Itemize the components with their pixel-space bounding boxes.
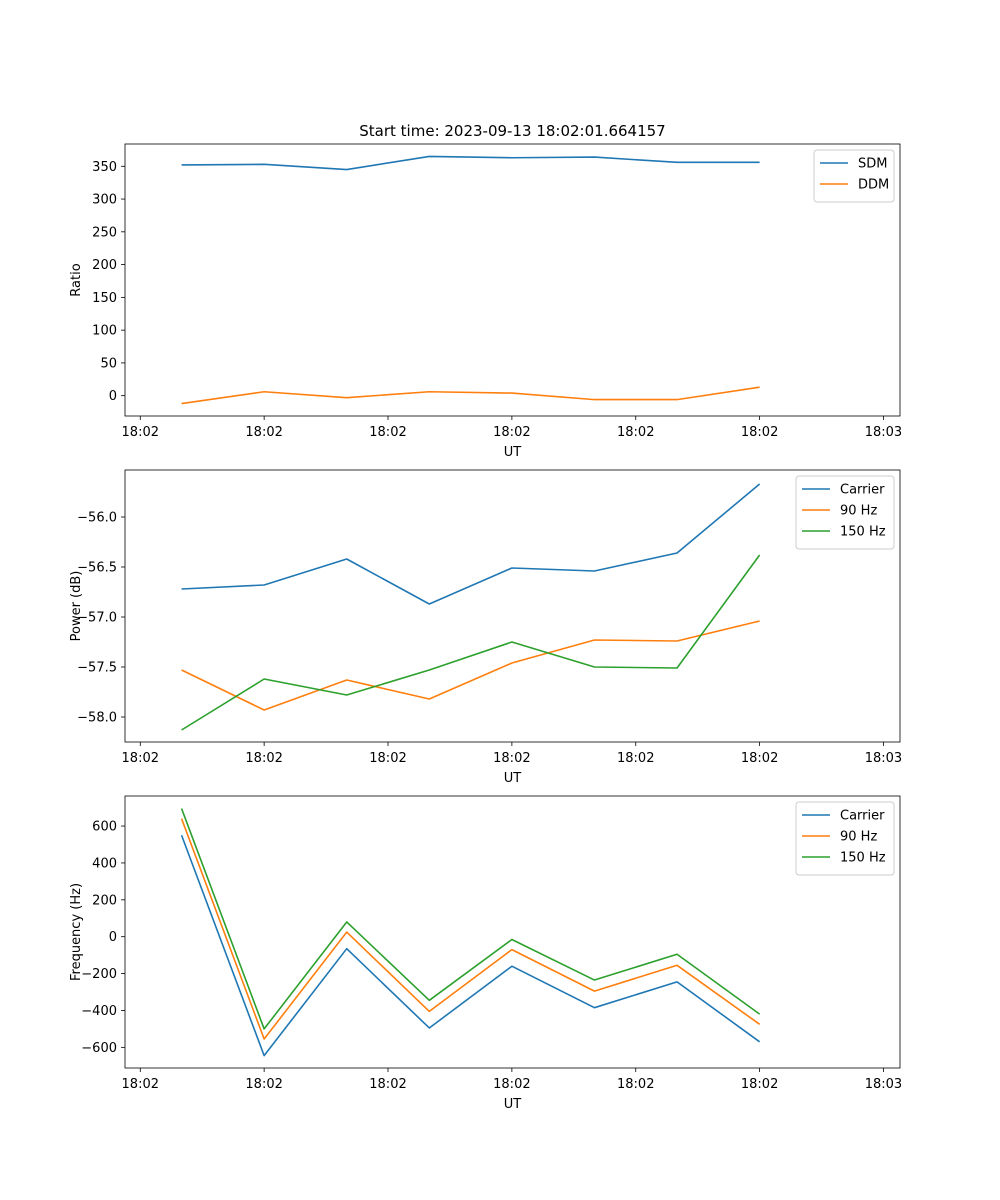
y-tick-label: 200	[92, 893, 117, 908]
series-line-90-hz	[181, 620, 760, 711]
series-line-90-hz	[180, 818, 761, 1040]
y-axis-label: Frequency (Hz)	[69, 883, 84, 981]
legend-label: 90 Hz	[840, 504, 877, 519]
y-tick-label: 300	[92, 193, 117, 208]
legend-label: SDM	[858, 157, 887, 172]
legend-label: 150 Hz	[840, 851, 886, 866]
axes-frame	[124, 143, 901, 417]
x-tick-label: 18:02	[369, 751, 406, 766]
x-tick-label: 18:02	[245, 751, 282, 766]
axes-frame	[124, 795, 901, 1069]
legend-label: Carrier	[840, 483, 885, 498]
y-tick-label: −56.0	[77, 511, 117, 526]
subplots: 0 50 100 150 200 250 300 350 18:02 18:02 18:02 18:0…	[69, 143, 902, 1112]
y-tick-label: −400	[81, 1004, 117, 1019]
x-tick-label: 18:03	[865, 425, 902, 440]
y-tick-label: 150	[92, 291, 117, 306]
legend: SDM DDM	[813, 149, 895, 203]
x-tick-label: 18:02	[741, 425, 778, 440]
y-tick-label: 200	[92, 258, 117, 273]
series-line-sdm	[181, 155, 760, 171]
x-tick-label: 18:02	[122, 751, 159, 766]
x-tick-label: 18:02	[493, 1077, 530, 1092]
x-tick-label: 18:02	[245, 425, 282, 440]
x-tick-label: 18:02	[617, 425, 654, 440]
figure-title: Start time: 2023-09-13 18:02:01.664157	[359, 122, 665, 140]
x-axis-label: UT	[504, 1097, 522, 1112]
series-line-150-hz	[181, 554, 761, 731]
y-tick-label: 350	[92, 160, 117, 175]
axes-frame	[124, 469, 901, 743]
x-tick-label: 18:02	[493, 751, 530, 766]
series-group	[181, 483, 761, 731]
legend-label: 150 Hz	[840, 525, 886, 540]
x-tick-label: 18:02	[493, 425, 530, 440]
legend-label: 90 Hz	[840, 830, 877, 845]
legend-label: Carrier	[840, 809, 885, 824]
series-group	[180, 808, 761, 1057]
y-tick-label: 600	[92, 820, 117, 835]
y-tick-label: 100	[92, 324, 117, 339]
series-line-carrier	[180, 834, 761, 1057]
x-axis-label: UT	[504, 771, 522, 786]
y-tick-label: 0	[109, 930, 117, 945]
legend: Carrier 90 Hz 150 Hz	[795, 801, 895, 876]
y-axis-label: Power (dB)	[69, 571, 84, 642]
y-tick-label: −56.5	[77, 561, 117, 576]
y-tick-label: −57.0	[77, 611, 117, 626]
y-tick-label: 50	[100, 356, 117, 371]
legend: Carrier 90 Hz 150 Hz	[795, 475, 895, 550]
series-group	[181, 155, 760, 405]
x-tick-label: 18:02	[122, 1077, 159, 1092]
y-tick-label: 250	[92, 225, 117, 240]
x-tick-label: 18:02	[245, 1077, 282, 1092]
y-tick-label: −57.5	[77, 661, 117, 676]
x-tick-label: 18:02	[122, 425, 159, 440]
x-tick-label: 18:03	[865, 751, 902, 766]
series-line-carrier	[181, 483, 761, 605]
x-tick-label: 18:02	[617, 751, 654, 766]
y-tick-label: −200	[81, 967, 117, 982]
y-tick-label: −600	[81, 1041, 117, 1056]
x-tick-label: 18:02	[617, 1077, 654, 1092]
x-tick-label: 18:03	[865, 1077, 902, 1092]
series-line-ddm	[181, 386, 760, 405]
x-tick-label: 18:02	[369, 425, 406, 440]
legend-label: DDM	[858, 178, 889, 193]
subplot-2: −58.0 −57.5 −57.0 −56.5 −56.0 18:02 18:02 18:02…	[69, 469, 902, 786]
y-tick-label: 0	[109, 389, 117, 404]
subplot-3: −600 −400 −200 0 200 400 600 18:02 18:02 18:02 18:…	[69, 795, 902, 1112]
x-axis-label: UT	[504, 445, 522, 460]
x-tick-label: 18:02	[741, 751, 778, 766]
y-axis-label: Ratio	[69, 263, 84, 296]
subplot-1: 0 50 100 150 200 250 300 350 18:02 18:02 18:02 18:0…	[69, 143, 902, 460]
x-tick-label: 18:02	[369, 1077, 406, 1092]
y-tick-label: −58.0	[77, 711, 117, 726]
series-line-150-hz	[180, 808, 761, 1030]
y-tick-label: 400	[92, 856, 117, 871]
x-tick-label: 18:02	[741, 1077, 778, 1092]
